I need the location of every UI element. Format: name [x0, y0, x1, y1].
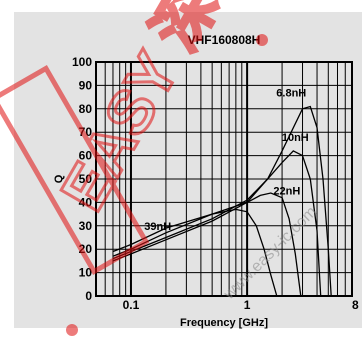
x-tick-label: 1 — [244, 298, 251, 312]
watermark-dot — [66, 324, 78, 336]
plot-border — [95, 61, 353, 297]
series-label: 10nH — [282, 132, 309, 144]
y-tick-label: 30 — [79, 219, 93, 233]
x-tick-labels: 0.1 1 8 — [123, 298, 359, 312]
series-label: 39nH — [144, 221, 171, 233]
watermark-logo-text: EASY 深圳市易容电子 — [48, 0, 362, 222]
series-label: 6.8nH — [276, 87, 306, 99]
chart-title: VHF160808H — [188, 33, 261, 47]
x-tick-label: 0.1 — [123, 298, 140, 312]
series-label: 22nH — [273, 186, 300, 198]
y-tick-label: 60 — [79, 149, 93, 163]
y-tick-label: 0 — [85, 289, 92, 303]
series-line-2 — [112, 192, 302, 297]
watermark-frame-shape — [0, 64, 150, 276]
watermark-dot — [256, 34, 268, 46]
y-axis-label: Q — [53, 174, 65, 183]
chart-background — [14, 12, 362, 328]
series-line-3 — [112, 208, 278, 297]
x-tick-label: 8 — [352, 298, 359, 312]
series-line-1 — [112, 150, 322, 297]
y-tick-label: 80 — [79, 102, 93, 116]
y-tick-label: 10 — [79, 266, 93, 280]
watermark-url: www.easy-ic.com — [220, 203, 320, 303]
x-axis-label: Frequency [GHz] — [180, 317, 268, 329]
series-group — [112, 105, 332, 297]
y-tick-label: 90 — [79, 78, 93, 92]
y-tick-label: 100 — [72, 55, 92, 69]
series-labels: 6.8nH 10nH 22nH 39nH — [144, 87, 309, 232]
y-tick-label: 50 — [79, 172, 93, 186]
y-tick-label: 40 — [79, 195, 93, 209]
series-line-0 — [112, 105, 332, 297]
